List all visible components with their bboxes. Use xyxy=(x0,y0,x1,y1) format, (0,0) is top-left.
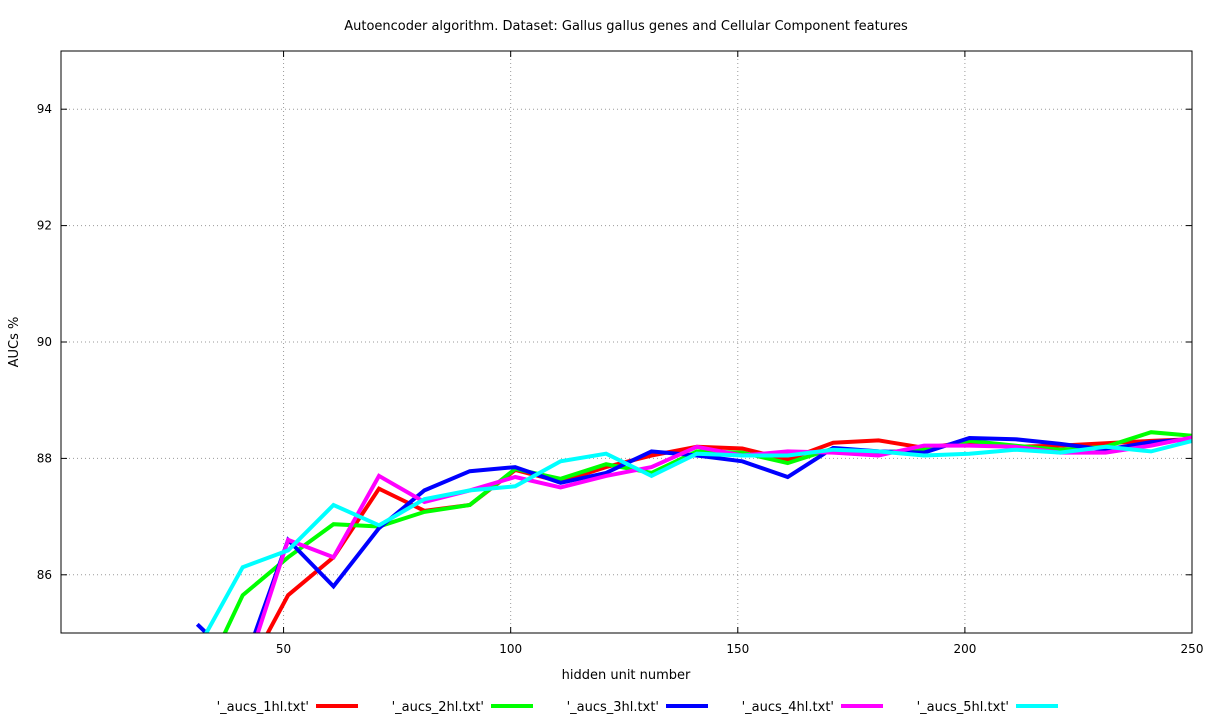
x-tick-label: 50 xyxy=(276,642,291,656)
legend-label-3: '_aucs_3hl.txt' xyxy=(567,700,659,715)
series-line-3 xyxy=(195,435,1192,633)
legend-label-4: '_aucs_4hl.txt' xyxy=(742,700,834,715)
x-axis-label: hidden unit number xyxy=(562,668,691,683)
legend-label-2: '_aucs_2hl.txt' xyxy=(392,700,484,715)
legend: '_aucs_1hl.txt' '_aucs_2hl.txt' '_aucs_3hl… xyxy=(217,700,1058,715)
x-tick-label: 100 xyxy=(499,642,522,656)
y-tick-label: 92 xyxy=(37,219,52,233)
x-tick-label: 200 xyxy=(953,642,976,656)
series-line-5 xyxy=(204,438,1192,633)
y-tick-label: 86 xyxy=(37,568,52,582)
y-axis-label: AUCs % xyxy=(7,317,22,368)
y-tick-label: 90 xyxy=(37,335,52,349)
y-tick-label: 88 xyxy=(37,451,52,465)
series-line-1 xyxy=(265,437,1192,633)
x-tick-label: 250 xyxy=(1181,642,1204,656)
grid xyxy=(61,51,1193,633)
chart-title: Autoencoder algorithm. Dataset: Gallus g… xyxy=(344,19,908,34)
series-line-2 xyxy=(222,430,1192,633)
y-tick-label: 94 xyxy=(37,102,52,116)
axis-ticks: 50 100 150 200 250 86 88 90 92 94 xyxy=(37,51,1204,656)
x-tick-label: 150 xyxy=(726,642,749,656)
plot-area xyxy=(195,430,1192,633)
legend-label-5: '_aucs_5hl.txt' xyxy=(917,700,1009,715)
legend-label-1: '_aucs_1hl.txt' xyxy=(217,700,309,715)
series-line-4 xyxy=(255,435,1192,633)
plot-frame xyxy=(60,50,1193,634)
